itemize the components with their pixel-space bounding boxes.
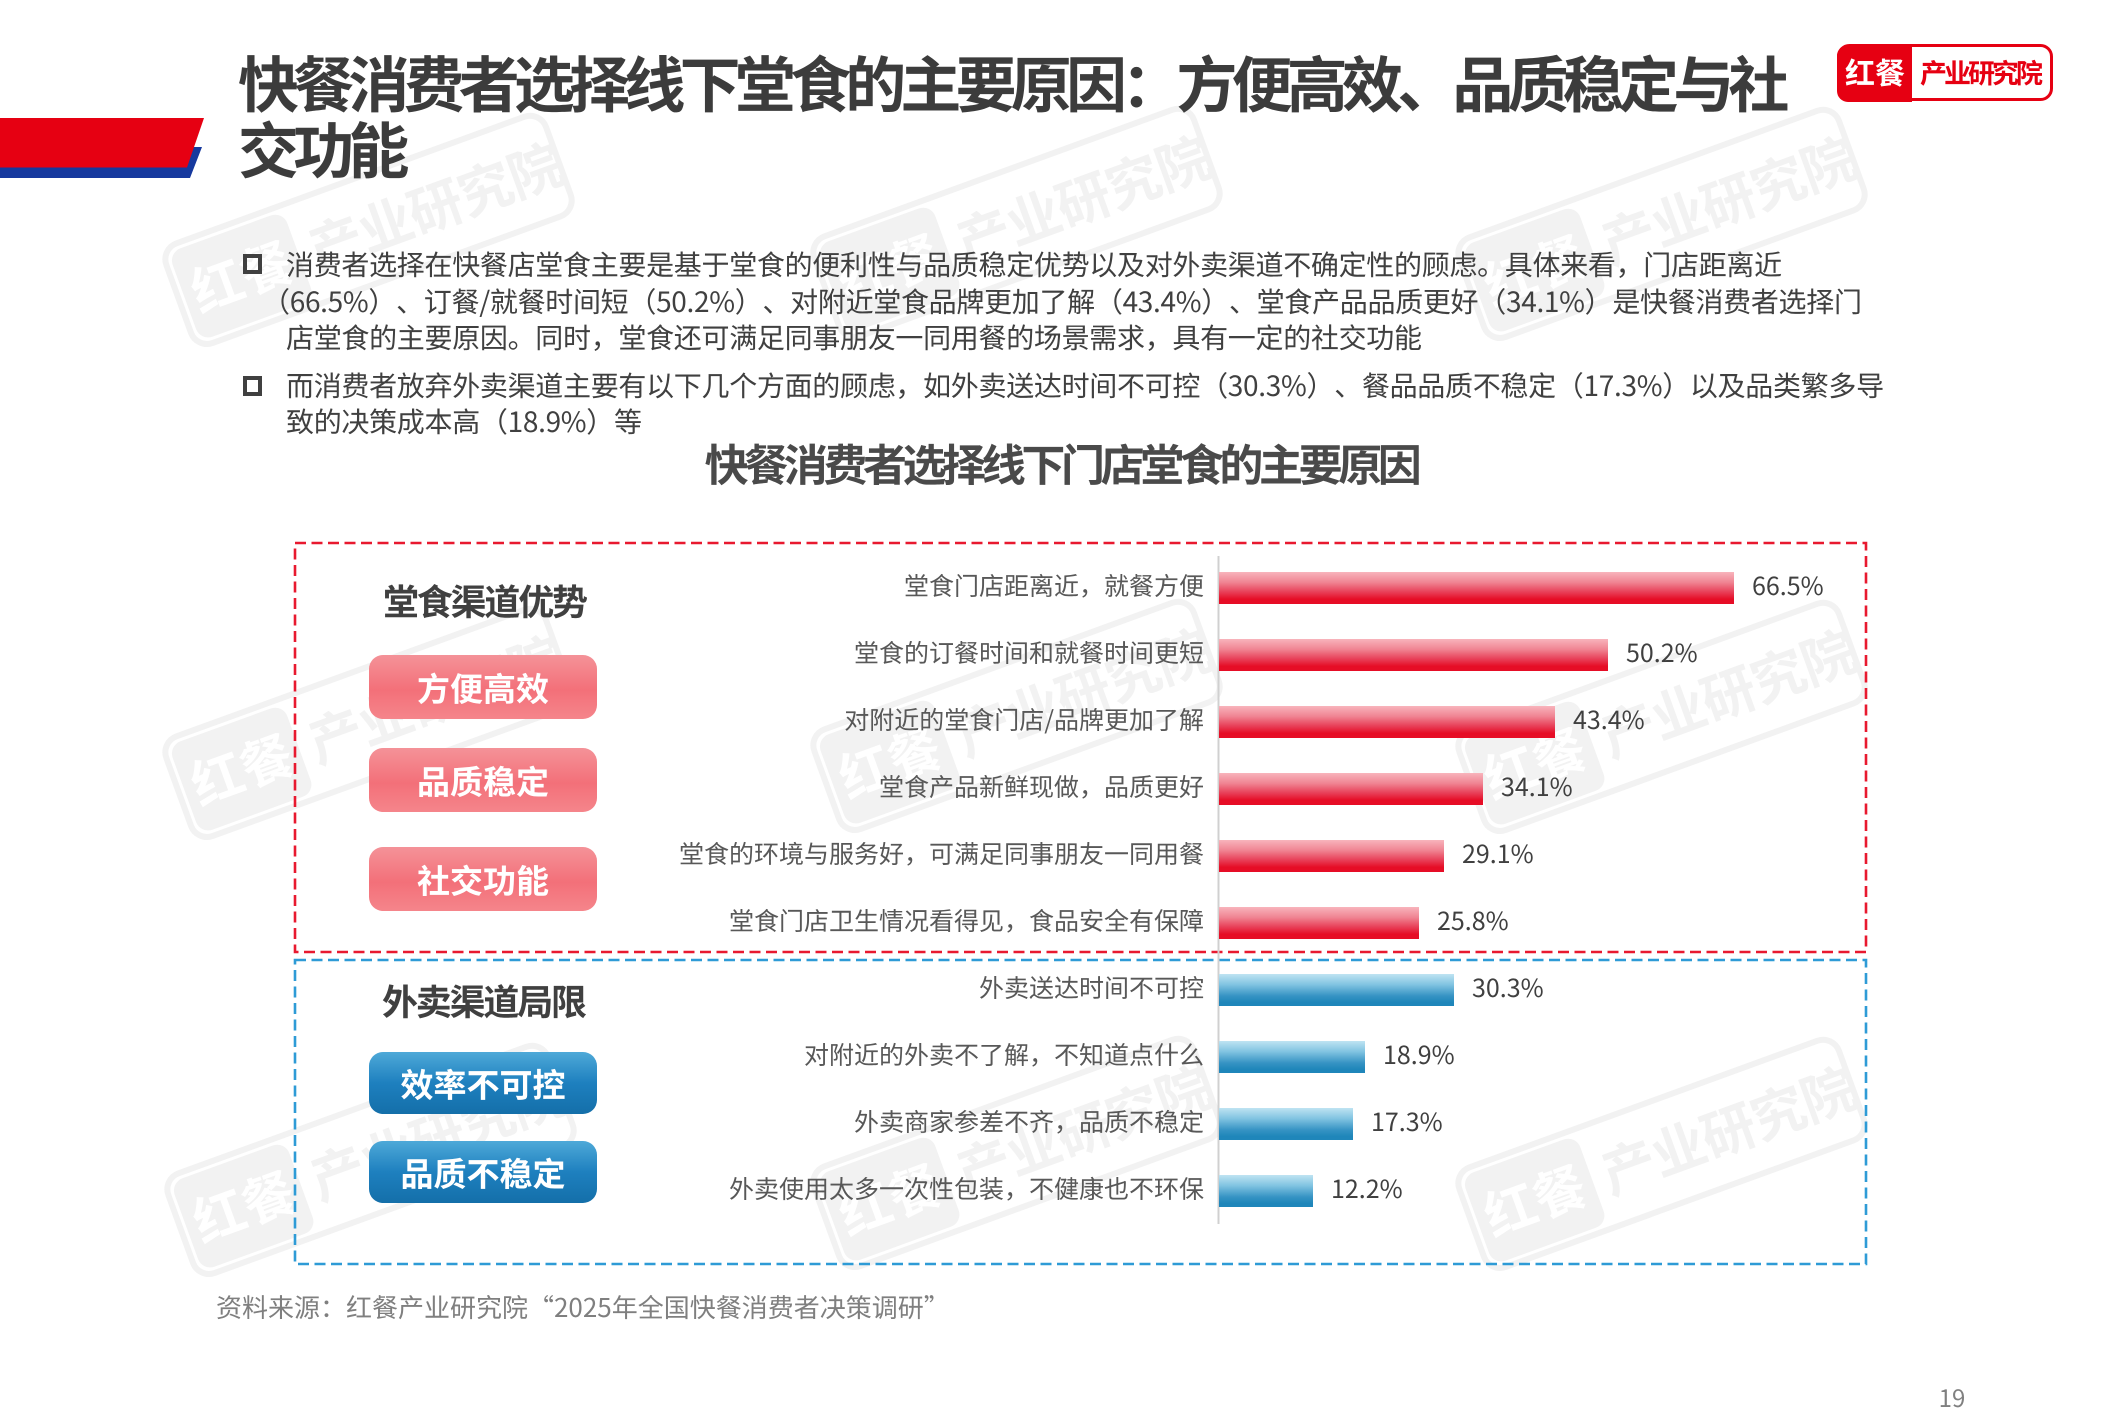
svg-text:红餐: 红餐 <box>1845 49 1905 93</box>
svg-text:产业研究院: 产业研究院 <box>1920 52 2043 91</box>
